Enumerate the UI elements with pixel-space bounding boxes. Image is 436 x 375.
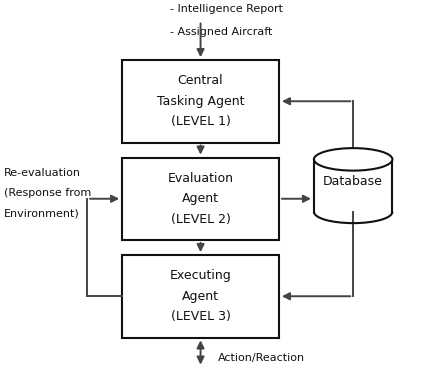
Text: (LEVEL 3): (LEVEL 3): [170, 310, 231, 323]
Text: Re-evaluation: Re-evaluation: [4, 168, 82, 177]
Text: Central: Central: [178, 74, 223, 87]
Bar: [314, 159, 392, 212]
Text: Agent: Agent: [182, 192, 219, 205]
Text: - Intelligence Report: - Intelligence Report: [170, 4, 283, 14]
Text: Evaluation: Evaluation: [167, 172, 234, 184]
Text: Action/Reaction: Action/Reaction: [218, 353, 305, 363]
Text: Executing: Executing: [170, 269, 232, 282]
Text: - Assigned Aircraft: - Assigned Aircraft: [170, 27, 272, 37]
Ellipse shape: [314, 148, 392, 171]
Text: (LEVEL 1): (LEVEL 1): [170, 116, 231, 128]
Bar: [122, 60, 279, 142]
Bar: [122, 158, 279, 240]
Bar: [122, 255, 279, 338]
Text: Agent: Agent: [182, 290, 219, 303]
Text: (LEVEL 2): (LEVEL 2): [170, 213, 231, 226]
Text: Tasking Agent: Tasking Agent: [157, 95, 244, 108]
Text: Environment): Environment): [4, 209, 80, 219]
Text: (Response from: (Response from: [4, 188, 92, 198]
Text: Database: Database: [323, 176, 383, 188]
